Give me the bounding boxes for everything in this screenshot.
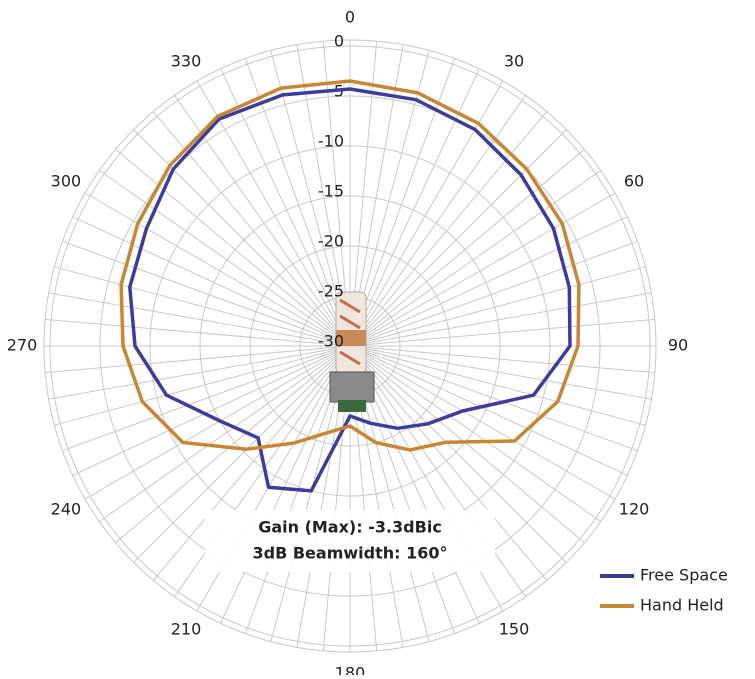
r-tick-label: -20: [318, 232, 344, 251]
annotation: 3dB Beamwidth: 160°: [253, 544, 448, 563]
angle-tick-label: 330: [171, 51, 202, 70]
antenna-image: [329, 291, 375, 412]
spoke: [54, 266, 351, 347]
spoke: [349, 129, 567, 347]
angle-tick-label: 150: [499, 620, 530, 639]
spoke: [349, 148, 585, 347]
legend-label: Free Space: [640, 566, 728, 585]
grid-ring: [99, 95, 601, 597]
spoke: [349, 216, 628, 347]
spoke: [349, 240, 638, 347]
spoke: [133, 345, 351, 563]
spoke: [349, 58, 456, 347]
legend-label: Hand Held: [640, 596, 724, 615]
angle-tick-label: 0: [345, 8, 355, 27]
angle-tick-label: 60: [624, 172, 644, 191]
spoke: [152, 345, 351, 581]
angle-tick-label: 90: [668, 336, 688, 355]
annotation: Gain (Max): -3.3dBic: [258, 518, 442, 537]
spoke: [244, 58, 351, 347]
spoke: [220, 345, 351, 624]
spoke: [349, 192, 616, 347]
spoke: [62, 240, 351, 347]
spoke: [349, 80, 504, 347]
series-line: [128, 87, 572, 493]
angle-tick-label: 210: [171, 620, 202, 639]
spoke: [45, 345, 351, 374]
spoke: [220, 68, 351, 347]
spoke: [72, 216, 351, 347]
r-tick-label: 0: [334, 32, 344, 51]
spoke: [349, 345, 652, 400]
spoke: [72, 345, 351, 476]
angle-tick-label: 180: [335, 664, 366, 676]
spoke: [349, 345, 638, 452]
spoke: [349, 266, 646, 347]
spoke: [62, 345, 351, 452]
spoke: [48, 292, 351, 347]
spoke: [349, 318, 655, 347]
angle-tick-label: 120: [619, 500, 650, 519]
spoke: [349, 68, 480, 347]
spoke: [54, 345, 351, 426]
spoke: [99, 170, 351, 347]
angle-tick-label: 300: [51, 172, 82, 191]
spoke: [45, 318, 351, 347]
spoke: [99, 345, 351, 522]
series-line: [119, 79, 581, 452]
angle-tick-label: 30: [504, 51, 524, 70]
grid-ring: [199, 195, 501, 497]
spoke: [84, 192, 351, 347]
spoke: [349, 345, 655, 374]
spoke: [115, 148, 351, 347]
spoke: [349, 292, 652, 347]
spoke: [115, 345, 351, 544]
r-tick-label: -10: [318, 132, 344, 151]
r-tick-label: -30: [318, 332, 344, 351]
spoke: [84, 345, 351, 500]
spoke: [174, 345, 351, 597]
spoke: [196, 80, 351, 347]
angle-tick-label: 240: [51, 500, 82, 519]
spoke: [349, 345, 628, 476]
spoke: [349, 170, 601, 347]
grid-ring: [49, 45, 651, 647]
spoke: [349, 95, 526, 347]
spoke: [349, 345, 585, 544]
spoke: [349, 345, 616, 500]
annotation-box: [205, 510, 495, 572]
r-tick-label: -15: [318, 182, 344, 201]
r-tick-label: -25: [318, 282, 344, 301]
spoke: [349, 345, 548, 581]
spoke: [48, 345, 351, 400]
spoke: [349, 345, 526, 597]
spoke: [349, 345, 646, 426]
angle-tick-label: 270: [7, 336, 38, 355]
spoke: [349, 345, 567, 563]
grid-ring: [249, 245, 451, 447]
spoke: [349, 111, 548, 347]
spoke: [349, 345, 601, 522]
